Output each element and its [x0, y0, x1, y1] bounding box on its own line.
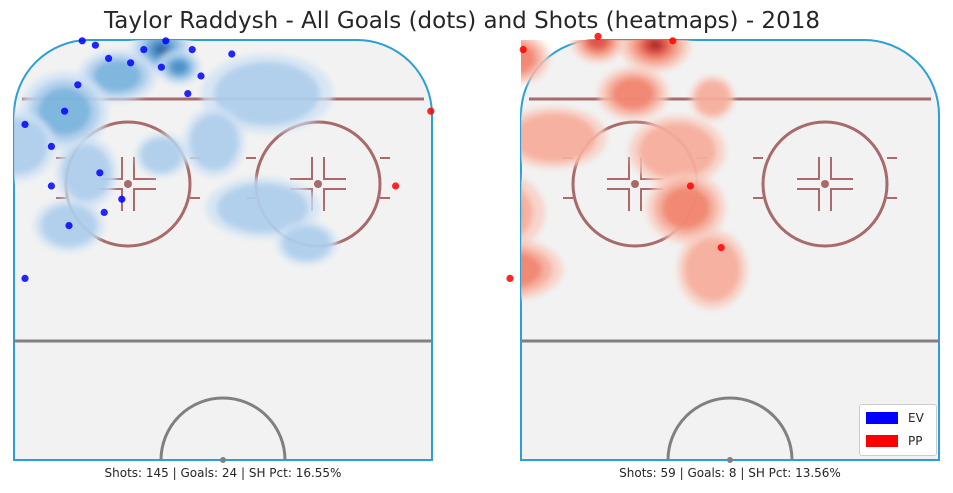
faceoff-dot-right: [314, 180, 322, 188]
heat-blob: [214, 61, 320, 126]
goal-point: [184, 90, 192, 98]
faceoff-dot-right: [821, 180, 829, 188]
faceoff-mark: [290, 157, 313, 180]
goal-point: [127, 59, 135, 67]
rink-boards: [13, 39, 433, 461]
legend-entry-pp: PP: [866, 433, 922, 449]
goal-point: [21, 120, 29, 128]
heat-blob: [521, 112, 597, 163]
goal-point: [61, 107, 69, 115]
center-circle: [666, 396, 794, 461]
center-dot: [727, 457, 733, 463]
chart-title: Taylor Raddysh - All Goals (dots) and Sh…: [104, 8, 820, 34]
goal-point: [21, 274, 29, 282]
shot-heatmap-pp: [447, 40, 748, 310]
heat-blob: [216, 183, 309, 233]
legend-entry-ev: EV: [866, 410, 924, 426]
goal-point: [47, 182, 56, 190]
center-circle: [159, 396, 287, 461]
goal-point: [228, 50, 236, 58]
heat-blob: [155, 44, 168, 55]
goal-point: [47, 142, 56, 150]
goal-point: [686, 182, 695, 190]
heat-blob: [684, 237, 741, 302]
rink-panel-pp: [392, 32, 940, 463]
goal-point: [506, 274, 514, 282]
goal-point: [519, 46, 527, 54]
heat-blob: [638, 122, 716, 179]
goal-point: [118, 195, 126, 203]
heat-blob: [521, 43, 536, 74]
goal-point: [65, 222, 73, 230]
heat-blob: [281, 225, 332, 261]
heat-blob: [662, 186, 710, 230]
goal-point: [162, 37, 170, 45]
goal-point: [197, 72, 205, 80]
goal-point: [96, 169, 104, 177]
heat-blob: [447, 186, 521, 239]
heat-blob: [521, 252, 542, 287]
legend: EV PP: [859, 404, 937, 456]
goal-point: [427, 107, 435, 115]
goal-point: [74, 81, 82, 89]
goal-point: [157, 63, 165, 71]
ev-stats-caption: Shots: 145 | Goals: 24 | SH Pct: 16.55%: [104, 466, 342, 480]
heat-blob: [140, 137, 183, 173]
center-dot: [220, 457, 226, 463]
heat-blob: [587, 40, 609, 50]
faceoff-mark: [607, 157, 630, 180]
heat-blob: [170, 60, 188, 75]
heat-blob: [521, 189, 533, 236]
faceoff-mark: [323, 188, 346, 211]
goal-point: [392, 182, 400, 190]
heat-blob: [14, 118, 48, 175]
rink-panel-ev: [13, 37, 433, 463]
legend-swatch-ev: [866, 412, 898, 424]
heat-blob: [189, 113, 239, 171]
goal-point: [717, 244, 725, 252]
goal-point: [140, 46, 148, 54]
goal-point: [78, 37, 86, 45]
heat-blob: [93, 60, 142, 92]
faceoff-mark: [830, 157, 853, 180]
faceoff-mark: [133, 157, 156, 180]
legend-label-pp: PP: [908, 434, 923, 448]
goal-point: [100, 208, 108, 216]
goal-point: [594, 32, 602, 41]
faceoff-mark: [607, 188, 630, 211]
heat-blob: [694, 80, 731, 116]
faceoff-mark: [323, 157, 346, 180]
faceoff-circle-right: [761, 120, 889, 248]
faceoff-mark: [797, 157, 820, 180]
legend-label-ev: EV: [908, 411, 924, 425]
faceoff-mark: [797, 188, 820, 211]
goal-point: [91, 41, 99, 49]
faceoff-mark: [830, 188, 853, 211]
faceoff-dot-left: [631, 180, 639, 188]
goal-point: [105, 54, 113, 63]
heat-blob: [648, 40, 663, 51]
heat-blob: [521, 177, 546, 248]
goal-point: [188, 46, 196, 54]
heat-blob: [612, 77, 655, 110]
faceoff-dot-left: [124, 180, 132, 188]
faceoff-mark: [133, 188, 156, 211]
pp-stats-caption: Shots: 59 | Goals: 8 | SH Pct: 13.56%: [619, 466, 841, 480]
goal-point: [669, 37, 677, 45]
legend-swatch-pp: [866, 435, 898, 447]
heat-blob: [61, 144, 112, 201]
shot-heatmap-ev: [14, 40, 338, 266]
